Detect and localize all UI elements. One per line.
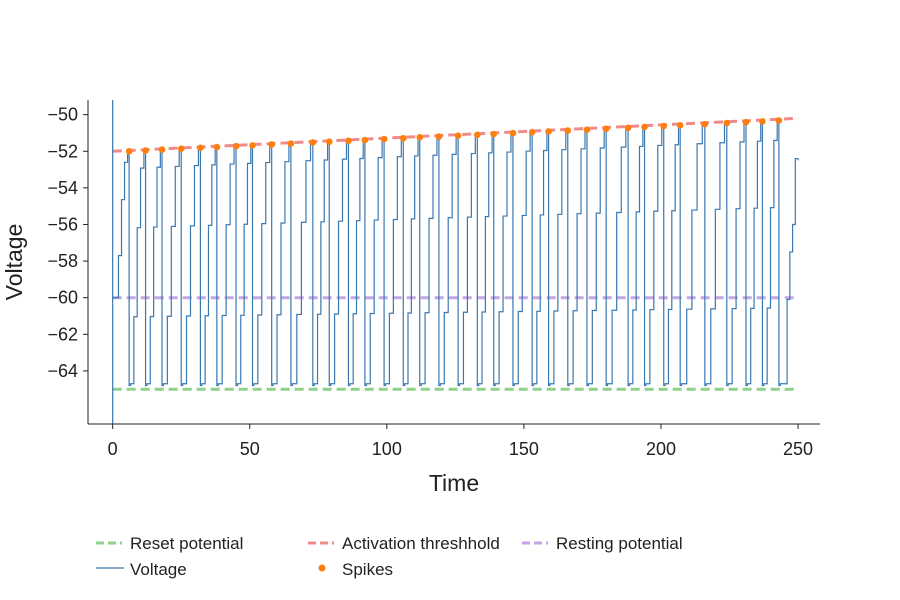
legend-swatch-spikes	[318, 564, 326, 572]
y-tick-label: −58	[47, 251, 78, 271]
y-tick-label: −52	[47, 141, 78, 161]
y-ticks: −64 −62 −60 −58 −56 −54 −52 −50	[47, 105, 88, 381]
legend-item-activation-threshold: Activation threshhold	[308, 534, 500, 553]
spike-point	[287, 140, 295, 147]
spike-point	[509, 129, 517, 137]
x-tick-label: 200	[646, 439, 676, 459]
spike-point	[213, 143, 221, 151]
spike-point	[624, 124, 632, 132]
spike-point	[268, 141, 275, 148]
x-tick-label: 50	[240, 439, 260, 459]
spike-point	[545, 128, 552, 135]
y-tick-label: −64	[47, 361, 78, 381]
spike-point	[345, 137, 352, 145]
spike-point	[474, 131, 481, 139]
spike-point	[325, 138, 333, 146]
spike-point	[158, 146, 166, 153]
spike-point	[232, 142, 240, 150]
spike-point	[564, 127, 572, 134]
spike-point	[435, 133, 443, 140]
x-ticks: 0 50 100 150 200 250	[108, 424, 813, 459]
legend-label-reset-potential: Reset potential	[130, 534, 243, 553]
axes	[87, 100, 820, 425]
x-tick-label: 100	[372, 439, 402, 459]
legend-item-voltage: Voltage	[96, 560, 187, 579]
spike-point	[641, 123, 648, 131]
spike-point	[249, 142, 256, 149]
spike-point	[583, 126, 591, 133]
y-tick-label: −62	[47, 324, 78, 344]
spike-point	[701, 120, 709, 128]
legend-label-resting-potential: Resting potential	[556, 534, 683, 553]
legend: Reset potential Activation threshhold Re…	[96, 534, 683, 579]
y-tick-label: −54	[47, 178, 78, 198]
spike-point	[602, 125, 610, 133]
legend-label-activation-threshold: Activation threshhold	[342, 534, 500, 553]
x-axis-title: Time	[429, 470, 479, 496]
spike-point	[775, 117, 783, 124]
spike-point	[399, 134, 407, 142]
spike-point	[676, 121, 684, 129]
y-axis-title: Voltage	[1, 224, 27, 301]
x-tick-label: 0	[108, 439, 118, 459]
spike-point	[177, 145, 185, 152]
spike-point	[742, 118, 750, 126]
legend-item-spikes: Spikes	[318, 560, 393, 579]
legend-label-voltage: Voltage	[130, 560, 187, 579]
spike-point	[380, 135, 388, 143]
spike-point	[309, 139, 317, 146]
spikes-series	[125, 117, 783, 155]
spike-point	[528, 128, 536, 136]
y-tick-label: −56	[47, 214, 78, 234]
spike-point	[142, 147, 149, 154]
spike-point	[125, 147, 133, 155]
spike-point	[660, 122, 668, 130]
legend-item-reset-potential: Reset potential	[96, 534, 243, 553]
spike-point	[759, 118, 766, 125]
x-tick-label: 150	[509, 439, 539, 459]
legend-item-resting-potential: Resting potential	[522, 534, 683, 553]
y-tick-label: −50	[47, 105, 78, 125]
legend-label-spikes: Spikes	[342, 560, 393, 579]
spike-point	[723, 119, 731, 127]
spike-point	[490, 130, 498, 138]
spike-point	[197, 144, 204, 152]
x-tick-label: 250	[783, 439, 813, 459]
spike-point	[416, 134, 424, 141]
spike-point	[361, 136, 369, 144]
y-tick-label: −60	[47, 288, 78, 308]
spike-point	[454, 132, 462, 139]
